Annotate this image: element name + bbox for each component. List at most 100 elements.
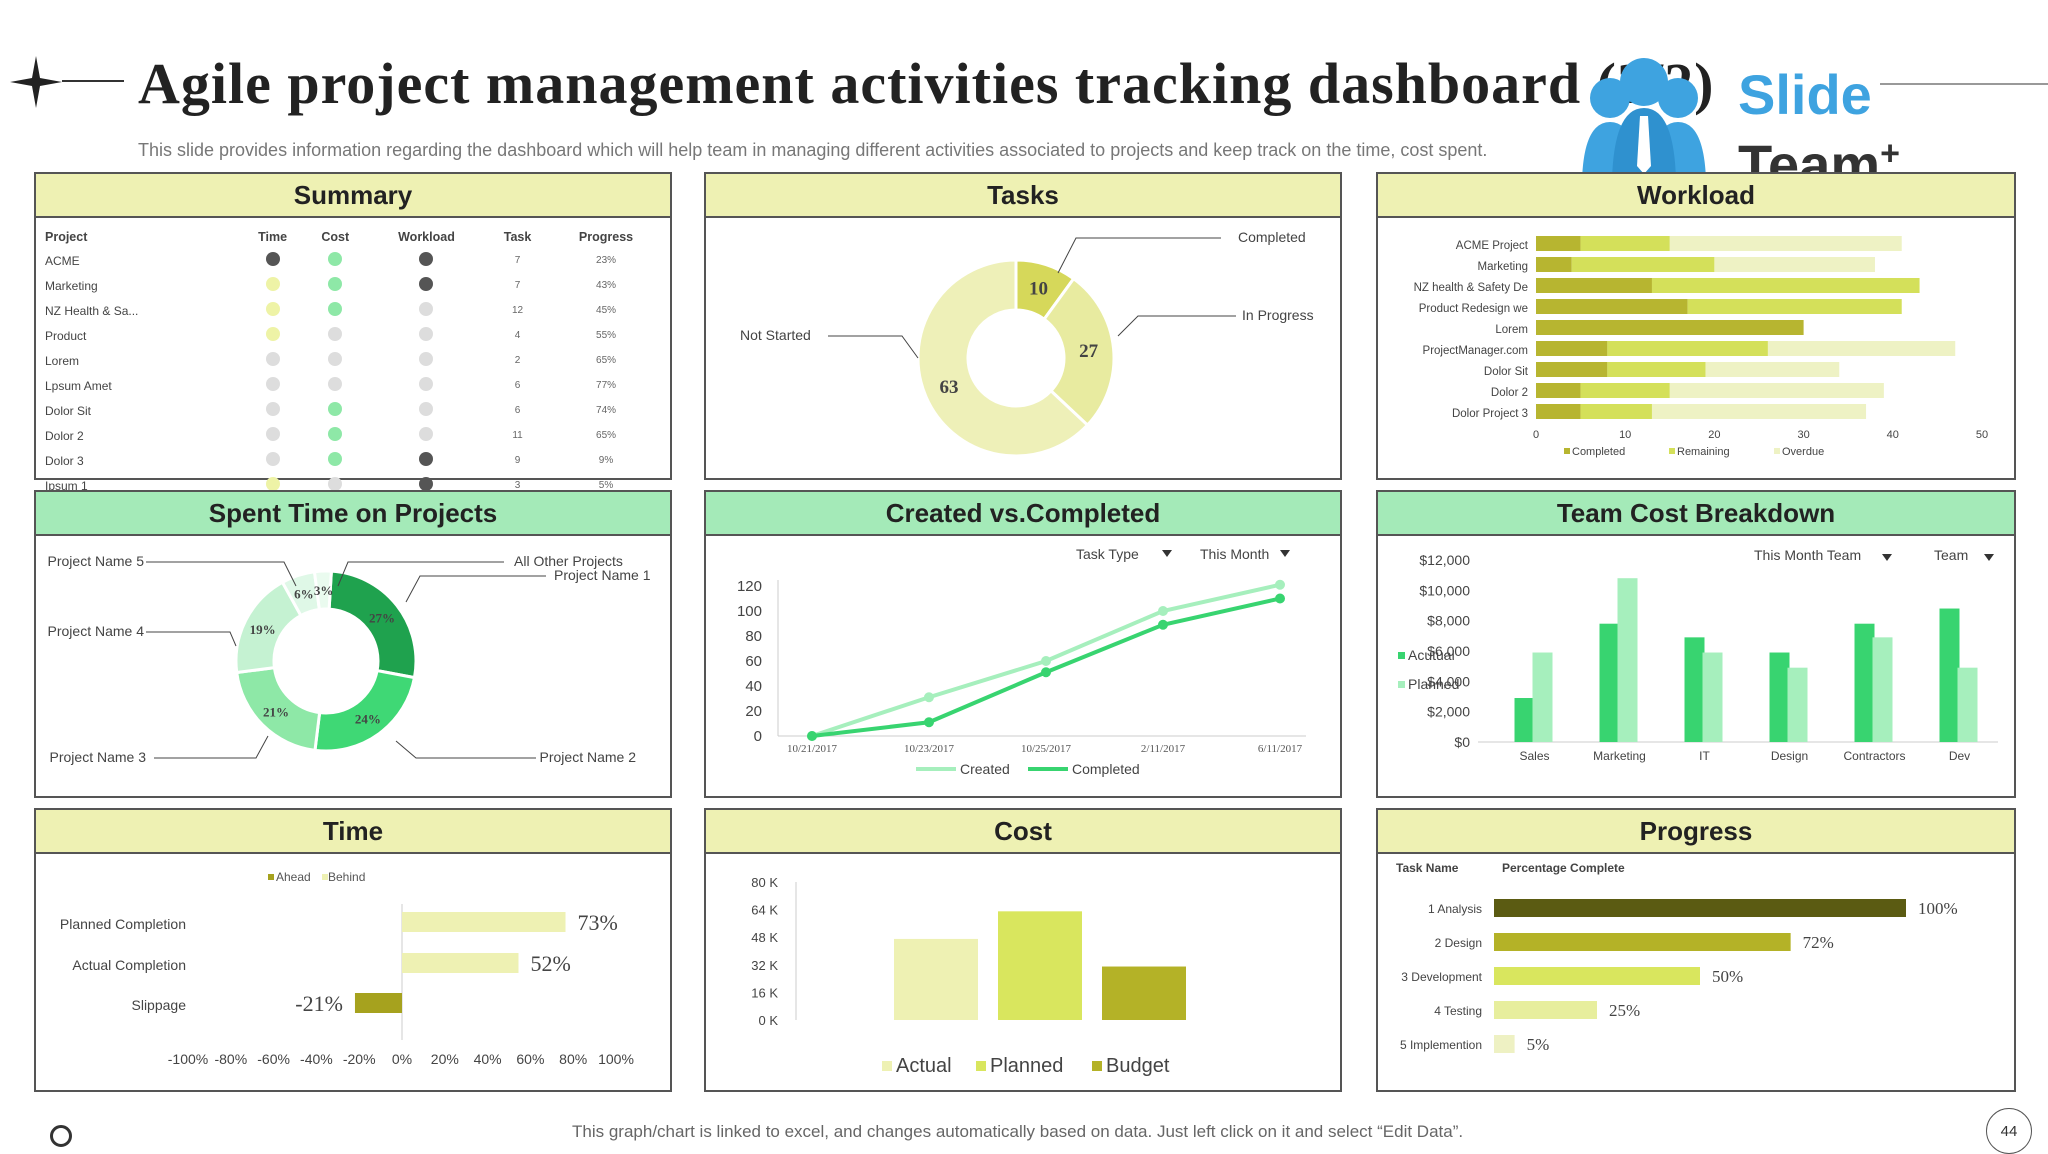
created-y-tick: 100: [737, 603, 762, 620]
summary-row: Lpsum Amet 6 77%: [44, 373, 664, 398]
teamcost-bar-acutual: [1769, 652, 1790, 742]
teamcost-y-tick: $6,000: [1427, 643, 1470, 659]
cost-bar: [1102, 966, 1186, 1020]
status-dot-grey: [265, 352, 280, 366]
cost-y-tick: 64 K: [751, 903, 778, 918]
time-legend-swatch-behind: [322, 874, 328, 880]
spent-leader-line: [154, 735, 269, 759]
teamcost-legend-swatch: [1398, 681, 1405, 688]
workload-bar-completed: [1536, 320, 1804, 335]
status-dot-yellow: [265, 327, 280, 341]
summary-project-name: ACME: [45, 253, 80, 268]
time-title: Time: [36, 810, 670, 854]
tasks-donut-chart: 10 27 63 Completed In Progress Not Started: [740, 229, 1314, 458]
cost-legend-swatch: [882, 1061, 892, 1071]
summary-cost-cell: [305, 373, 366, 398]
summary-progress: 65%: [596, 355, 617, 366]
workload-bar-remaining: [1607, 362, 1706, 377]
workload-legend-swatch: [1564, 448, 1570, 454]
workload-legend-label: Completed: [1572, 446, 1625, 458]
summary-col-header: Project: [45, 230, 88, 244]
summary-time-cell: [241, 448, 305, 473]
workload-x-tick: 0: [1533, 429, 1539, 441]
summary-progress: 45%: [596, 305, 617, 316]
time-data-label: -21%: [295, 991, 343, 1016]
progress-data-label: 25%: [1609, 1001, 1640, 1020]
summary-time-cell: [241, 323, 305, 348]
workload-bar-completed: [1536, 278, 1652, 293]
summary-project-name: Dolor 2: [45, 428, 84, 443]
teamcost-filter-team: Team: [1934, 547, 1968, 563]
cost-bar-chart: 0 K 16 K 32 K 48 K 64 K 80 K Actual Planned Budg…: [751, 875, 1186, 1077]
created-y-tick: 120: [737, 578, 762, 595]
status-dot-grey: [419, 377, 434, 391]
summary-row: NZ Health & Sa... 12 45%: [44, 298, 664, 323]
summary-task-count: 9: [514, 455, 521, 466]
status-dot-grey: [265, 427, 280, 441]
status-dot-grey: [419, 427, 434, 441]
teamcost-x-tick: Sales: [1519, 749, 1549, 763]
tasks-slice-2: [916, 258, 1090, 458]
created-point-created: [1275, 579, 1285, 590]
workload-bar-remaining: [1687, 299, 1902, 314]
created-y-tick: 60: [745, 653, 762, 670]
summary-row: Product 4 55%: [44, 323, 664, 348]
slideteam-logo-icon: [1582, 58, 1706, 180]
created-x-tick: 10/23/2017: [904, 743, 955, 755]
summary-progress: 43%: [596, 280, 617, 291]
team-cost-panel: Team Cost Breakdown $0 $2,000 $4,000 $6,000…: [1376, 490, 2016, 798]
time-bar: [402, 953, 519, 973]
created-point-completed: [1041, 667, 1051, 678]
progress-data-label: 5%: [1527, 1035, 1550, 1054]
summary-project-name: Lorem: [45, 353, 80, 368]
time-x-tick: -60%: [257, 1051, 290, 1067]
workload-bar-remaining: [1651, 278, 1920, 293]
summary-panel: Summary Project Time Cost Workload Task Progr…: [34, 172, 672, 493]
summary-progress: 23%: [596, 255, 617, 266]
time-data-label: 73%: [578, 910, 618, 935]
progress-data-label: 100%: [1918, 899, 1958, 918]
spent-legend-label: Project Name 1: [554, 567, 651, 583]
status-dot-green: [328, 277, 343, 291]
created-point-created: [1158, 606, 1168, 616]
workload-bar-overdue: [1669, 236, 1902, 251]
summary-cost-cell: [305, 248, 366, 273]
tasks-slice-1: [1042, 276, 1116, 428]
workload-bar-completed: [1536, 383, 1581, 398]
time-category-label: Actual Completion: [72, 957, 186, 973]
cost-legend-label: Budget: [1106, 1055, 1170, 1077]
progress-task-label: 1 Analysis: [1428, 902, 1482, 916]
summary-progress: 5%: [598, 480, 614, 491]
summary-project-name: Dolor Sit: [45, 403, 92, 418]
workload-bar-completed: [1536, 257, 1572, 272]
teamcost-bar-planned: [1872, 637, 1893, 742]
tasks-legend-in-progress: In Progress: [1242, 307, 1314, 323]
cost-y-tick: 0 K: [758, 1013, 778, 1028]
teamcost-legend-swatch: [1398, 652, 1405, 659]
created-point-completed: [924, 717, 934, 728]
created-x-tick: 6/11/2017: [1258, 743, 1303, 755]
teamcost-x-tick: Design: [1771, 749, 1808, 763]
status-dot-yellow: [265, 477, 280, 491]
status-dot-dark: [419, 252, 434, 266]
summary-project-name: Lpsum Amet: [45, 378, 112, 393]
workload-legend-swatch: [1669, 448, 1675, 454]
spent-data-label: 24%: [355, 711, 381, 726]
status-dot-yellow: [265, 277, 280, 291]
workload-category-label: Lorem: [1495, 324, 1528, 336]
summary-time-cell: [241, 298, 305, 323]
cost-bar: [894, 938, 978, 1020]
chevron-down-icon: [1162, 550, 1172, 557]
spent-time-panel: Spent Time on Projects 27% 24% 21% 19% 6% 3% P…: [34, 490, 672, 798]
summary-workload-cell: [366, 323, 487, 348]
progress-task-label: 5 Implemention: [1400, 1038, 1482, 1052]
spent-data-label: 3%: [314, 583, 334, 598]
progress-title: Progress: [1378, 810, 2014, 854]
status-dot-grey: [419, 402, 434, 416]
footer-note: This graph/chart is linked to excel, and…: [572, 1122, 1464, 1141]
summary-time-cell: [241, 348, 305, 373]
workload-x-tick: 50: [1976, 429, 1988, 441]
spent-data-label: 6%: [294, 587, 314, 602]
status-dot-green: [328, 427, 343, 441]
spent-leader-line: [146, 631, 237, 647]
